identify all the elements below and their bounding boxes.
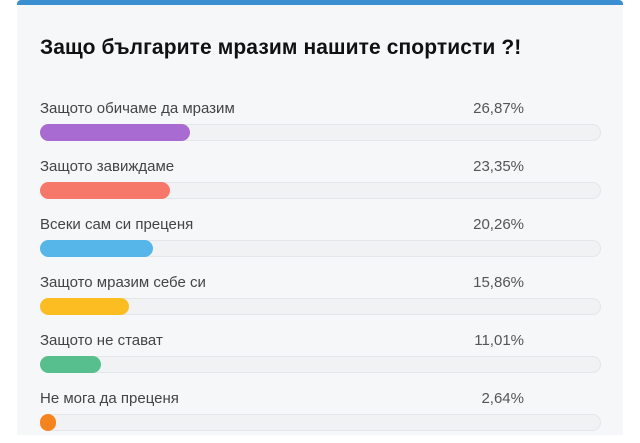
poll-option-label: Всеки сам си преценя <box>40 216 194 233</box>
poll-option[interactable]: Защото завиждаме 23,35% <box>40 153 601 211</box>
poll-option-percent: 23,35% <box>473 158 524 175</box>
poll-bar-track <box>40 124 601 141</box>
poll-bar-track <box>40 356 601 373</box>
poll-bar-fill <box>40 356 102 373</box>
poll-option-percent: 15,86% <box>473 274 524 291</box>
poll-bar-fill <box>40 182 171 199</box>
poll-card: Защо българите мразим нашите спортисти ?… <box>17 0 623 435</box>
poll-bar-fill <box>40 298 129 315</box>
poll-title: Защо българите мразим нашите спортисти ?… <box>40 36 522 59</box>
poll-options: Защото обичаме да мразим 26,87% Защото з… <box>40 95 601 443</box>
poll-bar-fill <box>40 414 56 431</box>
poll-option-label: Защото не стават <box>40 332 163 349</box>
poll-option[interactable]: Всеки сам си преценя 20,26% <box>40 211 601 269</box>
poll-option[interactable]: Не мога да преценя 2,64% <box>40 385 601 443</box>
poll-option-percent: 26,87% <box>473 100 524 117</box>
poll-option-label: Защото завиждаме <box>40 158 175 175</box>
poll-option-percent: 11,01% <box>474 332 524 349</box>
poll-bar-track <box>40 298 601 315</box>
poll-bar-fill <box>40 240 154 257</box>
poll-option-label: Не мога да преценя <box>40 390 179 407</box>
poll-bar-track <box>40 240 601 257</box>
poll-option[interactable]: Защото не стават 11,01% <box>40 327 601 385</box>
poll-bar-track <box>40 182 601 199</box>
poll-option-label: Защото мразим себе си <box>40 274 206 291</box>
poll-bar-fill <box>40 124 190 141</box>
poll-option[interactable]: Защото обичаме да мразим 26,87% <box>40 95 601 153</box>
poll-bar-track <box>40 414 601 431</box>
poll-option[interactable]: Защото мразим себе си 15,86% <box>40 269 601 327</box>
poll-option-percent: 2,64% <box>481 390 524 407</box>
poll-option-label: Защото обичаме да мразим <box>40 100 235 117</box>
poll-option-percent: 20,26% <box>473 216 524 233</box>
